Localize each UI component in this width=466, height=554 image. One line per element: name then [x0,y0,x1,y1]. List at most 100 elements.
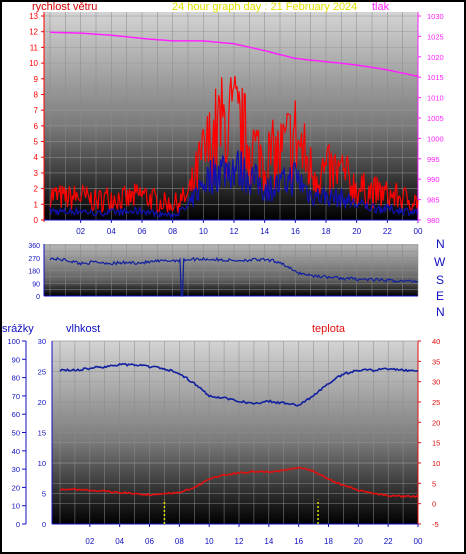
tick-label-hour-humidity: 00 [414,537,423,546]
tick-label-humidity: 30 [12,465,20,474]
tick-label-wind-speed: 2 [34,185,39,194]
tick-label-wind-speed: 7 [34,106,39,115]
tick-label-hour-wind: 14 [260,227,269,236]
tick-label-hour-humidity: 14 [264,537,273,546]
tick-label-hour-wind: 00 [414,227,423,236]
tick-label-hour-wind: 08 [168,227,177,236]
compass-n-bottom: N [436,305,445,319]
tick-label-humidity: 70 [12,392,20,401]
panel-direction-bg [44,244,418,296]
tick-label-wind-speed: 3 [34,169,39,178]
tick-label-humidity: 80 [12,374,20,383]
tick-label-hour-humidity: 06 [145,537,154,546]
tick-label-hour-humidity: 16 [294,537,303,546]
tick-label-hour-wind: 02 [76,227,85,236]
tick-label-humidity: 100 [7,337,20,346]
wind-label: rychlost větru [32,1,97,13]
series-temperature [59,466,419,499]
tick-label-humidity: 20 [12,483,20,492]
tick-label-wind-speed: 12 [29,28,38,37]
tick-label-temperature: 20 [432,418,440,427]
compass-s: S [436,273,444,287]
tick-label-pressure: 1025 [427,32,444,41]
tick-label-hour-wind: 16 [291,227,300,236]
tick-label-temperature: -5 [432,520,439,529]
tick-label-hour-wind: 04 [107,227,116,236]
tick-label-humidity: 0 [16,520,20,529]
tick-label-temperature: 40 [432,337,440,346]
tick-label-hour-humidity: 22 [384,537,393,546]
tick-label-rain: 30 [38,337,46,346]
chart-title: 24 hour graph day : 21 February 2024 [172,1,357,13]
tick-label-direction: 360 [28,243,40,250]
tick-label-rain: 25 [38,368,46,377]
tick-label-wind-speed: 10 [29,59,38,68]
tick-label-pressure: 1005 [427,114,444,123]
rain-label: srážky [2,323,34,335]
tick-label-hour-wind: 20 [352,227,361,236]
tick-label-hour-wind: 12 [230,227,239,236]
tick-label-wind-speed: 4 [34,153,39,162]
tick-label-temperature: 0 [432,500,436,509]
tick-label-humidity: 40 [12,447,20,456]
tick-label-hour-wind: 18 [322,227,331,236]
tick-label-temperature: 35 [432,357,440,366]
tick-label-humidity: 50 [12,429,20,438]
tick-label-humidity: 60 [12,410,20,419]
series-wind-gust [49,75,419,214]
tick-label-wind-speed: 13 [29,12,38,21]
compass-w: W [434,255,446,269]
tick-label-wind-speed: 8 [34,90,39,99]
tick-label-wind-speed: 11 [30,43,39,52]
axes: 0123456789101112139809859909951000100510… [7,12,444,546]
tick-label-pressure: 1000 [427,134,444,143]
tick-label-direction: 180 [28,269,40,276]
tick-label-rain: 15 [38,429,46,438]
series-pressure [49,31,419,78]
tick-label-wind-speed: 0 [34,216,39,225]
series-humidity [59,362,419,407]
tick-label-rain: 10 [38,459,46,468]
tick-label-rain: 20 [38,398,46,407]
tick-label-hour-humidity: 18 [324,537,333,546]
tick-label-hour-humidity: 12 [235,537,244,546]
tick-label-temperature: 10 [432,459,440,468]
tick-label-temperature: 25 [432,398,440,407]
tick-label-hour-wind: 10 [199,227,208,236]
series-layer [49,31,419,524]
tick-label-hour-humidity: 04 [115,537,124,546]
tick-label-pressure: 985 [427,196,440,205]
tick-label-pressure: 1020 [427,53,444,62]
tick-label-temperature: 30 [432,378,440,387]
tick-label-hour-humidity: 20 [354,537,363,546]
series-wind-direction [49,256,419,297]
tick-label-wind-speed: 1 [34,200,39,209]
tick-label-pressure: 990 [427,175,440,184]
tick-label-direction: 90 [32,281,40,288]
tick-label-direction: 0 [36,294,40,301]
tick-label-hour-wind: 22 [383,227,392,236]
tick-label-pressure: 1030 [427,12,444,21]
tick-label-hour-humidity: 10 [205,537,214,546]
tick-label-temperature: 5 [432,479,436,488]
humidity-label: vlhkost [66,323,100,335]
tick-label-humidity: 10 [12,502,20,511]
tick-label-pressure: 1015 [427,73,444,82]
tick-label-rain: 0 [42,520,46,529]
tick-label-rain: 5 [42,490,46,499]
tick-label-hour-humidity: 08 [175,537,184,546]
tick-label-wind-speed: 9 [34,75,39,84]
tick-label-pressure: 980 [427,216,440,225]
temperature-label: teplota [312,323,346,335]
pressure-label: tlak [372,1,390,13]
tick-label-pressure: 995 [427,155,440,164]
tick-label-humidity: 90 [12,355,20,364]
tick-label-hour-wind: 06 [138,227,147,236]
tick-label-pressure: 1010 [427,94,444,103]
tick-label-wind-speed: 5 [34,138,39,147]
compass-n-top: N [436,237,445,251]
tick-label-hour-humidity: 02 [85,537,94,546]
tick-label-temperature: 15 [432,439,440,448]
